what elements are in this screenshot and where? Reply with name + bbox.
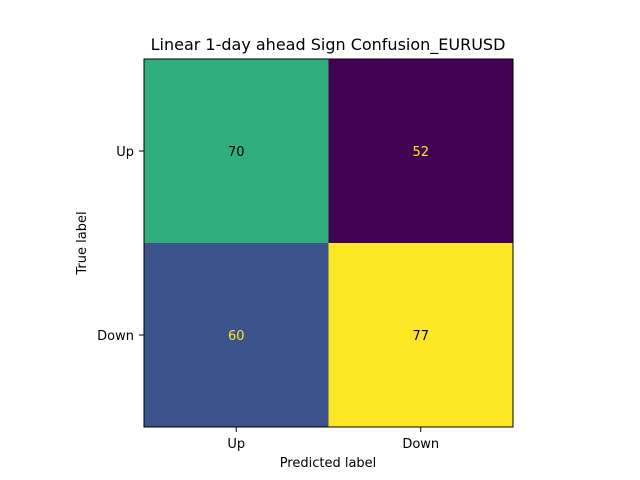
- y-axis-ticks: Up Down: [97, 145, 144, 344]
- x-tick-label: Down: [402, 437, 439, 452]
- cell-value-label-0-1: 52: [412, 145, 429, 160]
- heatmap-cell-1-0: [144, 243, 329, 428]
- y-tick-label: Up: [116, 145, 134, 160]
- heatmap-cells: [144, 59, 514, 428]
- y-axis-label: True label: [75, 211, 90, 275]
- x-tick-label: Up: [227, 437, 245, 452]
- cell-value-label-1-0: 60: [228, 329, 245, 344]
- x-axis-label: Predicted label: [280, 456, 377, 471]
- chart-title: Linear 1-day ahead Sign Confusion_EURUSD: [151, 35, 506, 55]
- x-axis-ticks: Up Down: [227, 427, 439, 452]
- heatmap-cell-0-0: [144, 59, 329, 244]
- cell-value-label-0-0: 70: [228, 145, 245, 160]
- heatmap-value-labels: 70 52 60 77: [228, 145, 429, 344]
- plot-frame: [143, 58, 514, 428]
- heatmap-cell-0-1: [328, 59, 514, 244]
- cell-value-label-1-1: 77: [412, 329, 429, 344]
- y-tick-label: Down: [97, 329, 134, 344]
- heatmap-cell-1-1: [328, 243, 514, 428]
